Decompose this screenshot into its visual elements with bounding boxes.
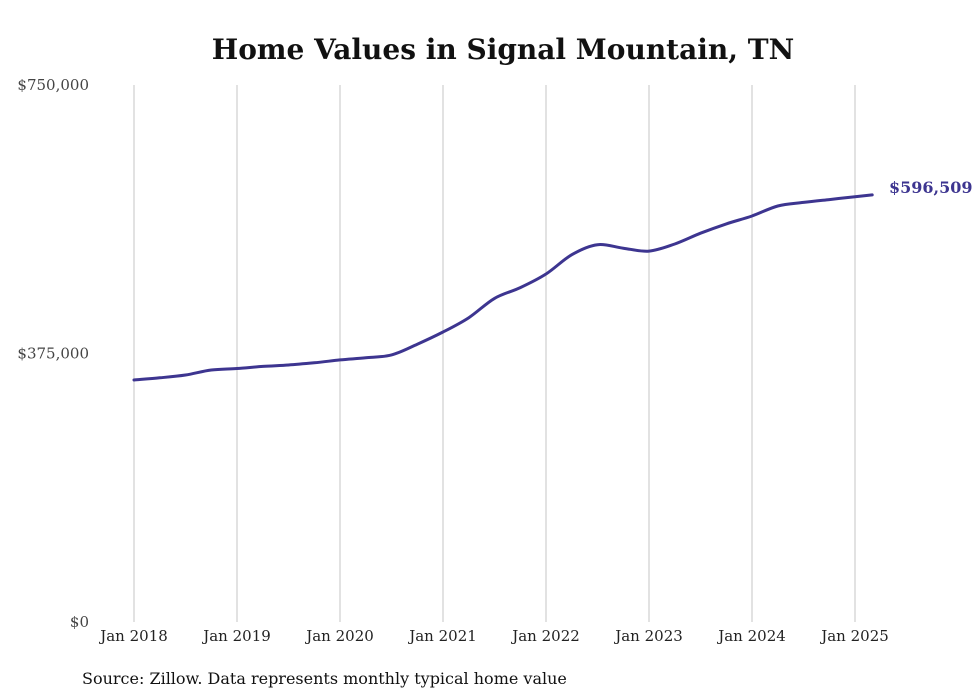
end-value-label: $596,509 <box>889 178 973 197</box>
x-tick-label: Jan 2019 <box>201 627 271 645</box>
y-tick-label: $375,000 <box>17 345 89 363</box>
y-tick-label: $0 <box>70 613 89 631</box>
y-tick-label: $750,000 <box>17 76 89 94</box>
grid-lines <box>133 85 856 622</box>
source-note: Source: Zillow. Data represents monthly … <box>82 669 567 688</box>
y-axis-ticks: $750,000 $375,000 $0 <box>17 76 89 631</box>
x-tick-label: Jan 2024 <box>716 627 786 645</box>
x-tick-label: Jan 2025 <box>819 627 889 645</box>
series-line-home-value <box>132 193 874 382</box>
x-axis-ticks: Jan 2018 Jan 2019 Jan 2020 Jan 2021 Jan 2022… <box>98 627 889 645</box>
x-tick-label: Jan 2020 <box>304 627 374 645</box>
x-tick-label: Jan 2018 <box>98 627 168 645</box>
x-tick-label: Jan 2023 <box>613 627 683 645</box>
chart-title: Home Values in Signal Mountain, TN <box>212 33 794 66</box>
x-tick-label: Jan 2022 <box>510 627 580 645</box>
x-tick-label: Jan 2021 <box>407 627 477 645</box>
